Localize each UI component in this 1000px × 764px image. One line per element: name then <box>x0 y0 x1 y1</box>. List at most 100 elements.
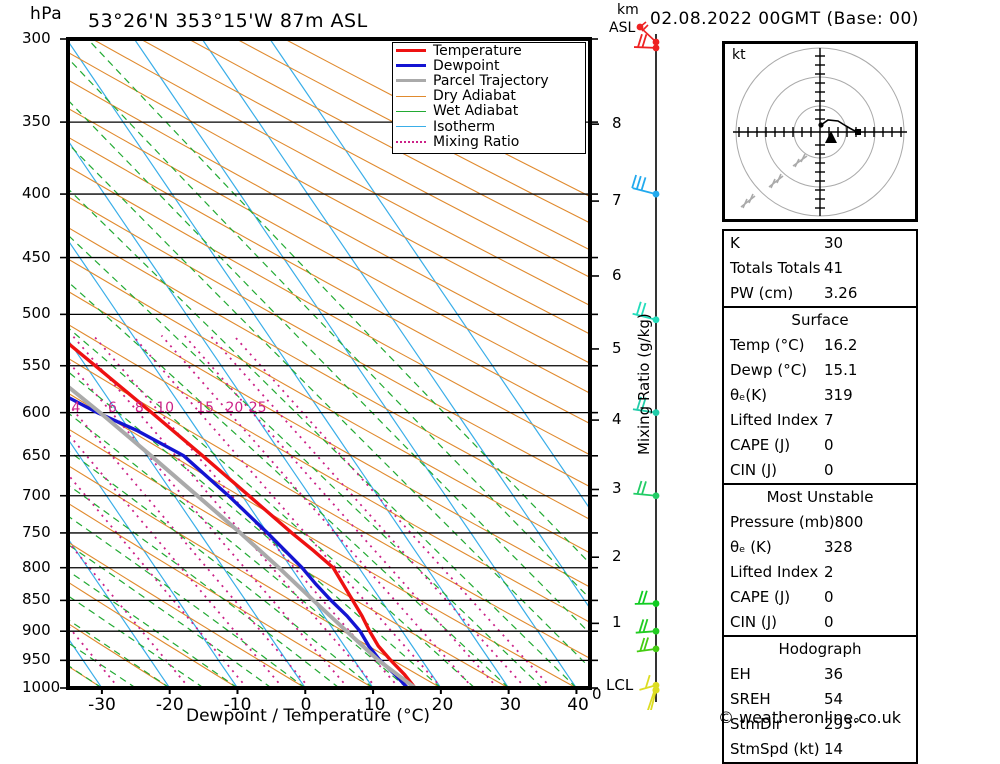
dry-adiabat-line <box>0 39 700 688</box>
table-row-key: Lifted Index <box>730 408 818 433</box>
dry-adiabat-line <box>0 39 373 688</box>
dry-adiabat-line <box>0 39 700 688</box>
legend-item-isotherm: Isotherm <box>393 119 585 134</box>
legend-label: Dewpoint <box>433 58 500 74</box>
legend-item-temperature: Temperature <box>393 43 585 58</box>
isotherm-line <box>0 39 102 688</box>
mixing-ratio-line <box>133 336 442 689</box>
temperature-tick-label: 40 <box>567 695 589 715</box>
table-row-key: CIN (J) <box>730 610 777 635</box>
table-row-value: 800 <box>835 510 910 535</box>
table-row-value: 0 <box>824 458 910 483</box>
sounding-series <box>0 39 415 688</box>
hodograph-point <box>818 122 823 127</box>
table-row: CAPE (J)0 <box>724 585 916 610</box>
legend-label: Parcel Trajectory <box>433 73 549 89</box>
table-row-value: 30 <box>824 231 910 256</box>
table-header: Surface <box>724 308 916 333</box>
mixing-ratio-line <box>46 336 348 689</box>
pressure-tick-label: 450 <box>22 248 51 266</box>
isotherm-line <box>0 39 373 688</box>
mixing-ratio-line <box>210 336 525 689</box>
hodograph-point <box>855 129 861 135</box>
wet-adiabat-line <box>0 39 102 688</box>
table-row-key: Lifted Index <box>730 560 818 585</box>
legend-swatch <box>396 79 426 82</box>
hodograph-unit-label: kt <box>732 47 746 63</box>
table-row: PW (cm) 3.26 <box>724 281 916 306</box>
table-row: θₑ (K)328 <box>724 535 916 560</box>
table-row-key: Temp (°C) <box>730 333 804 358</box>
mixing-ratio-value-label: 4 <box>72 400 81 416</box>
legend-item-dry-adiabat: Dry Adiabat <box>393 89 585 104</box>
table-row: CIN (J)0 <box>724 458 916 483</box>
pressure-tick-label: 600 <box>22 403 51 421</box>
height-tick-label: 5 <box>612 339 622 357</box>
pressure-tick-label: 950 <box>22 650 51 668</box>
mixing-ratio-value-label: 8 <box>135 400 144 416</box>
table-row-value: 3.26 <box>824 281 910 306</box>
legend-label: Mixing Ratio <box>433 134 519 150</box>
hodograph: kt <box>722 41 918 222</box>
table-row-key: EH <box>730 662 751 687</box>
height-zero-label: 0 <box>592 685 602 703</box>
table-row: CIN (J) 0 <box>724 610 916 635</box>
height-tick-label: 8 <box>612 114 622 132</box>
pressure-tick-label: 400 <box>22 184 51 202</box>
storm-motion-marker <box>825 131 837 143</box>
dry-adiabat-line <box>0 39 700 688</box>
table-row-key: θₑ(K) <box>730 383 767 408</box>
table-row: StmSpd (kt)14 <box>724 737 916 762</box>
pressure-tick-label: 300 <box>22 29 51 47</box>
table-row-key: Dewp (°C) <box>730 358 807 383</box>
pressure-tick-label: 750 <box>22 523 51 541</box>
table-row-key: Pressure (mb) <box>730 510 835 535</box>
mixing-ratio-value-label: 6 <box>108 400 117 416</box>
series-temperature <box>0 39 415 688</box>
pressure-tick-label: 350 <box>22 112 51 130</box>
table-row-value: 0 <box>824 610 910 635</box>
table-row-value: 0 <box>824 433 910 458</box>
temperature-tick-label: 20 <box>432 695 454 715</box>
table-row-key: CAPE (J) <box>730 433 790 458</box>
legend-item-mixing-ratio: Mixing Ratio <box>393 134 585 149</box>
mixing-ratio-line <box>162 336 473 689</box>
table-row-key: StmSpd (kt) <box>730 737 820 762</box>
chart-background-lines <box>0 39 700 688</box>
table-row: Dewp (°C)15.1 <box>724 358 916 383</box>
mixing-ratio-value-label: 10 <box>156 400 174 416</box>
table-row: Temp (°C)16.2 <box>724 333 916 358</box>
table-row-value: 319 <box>824 383 910 408</box>
height-tick-label: 2 <box>612 547 622 565</box>
mixing-ratio-line <box>234 336 552 689</box>
wind-barb <box>642 686 660 710</box>
lcl-label: LCL <box>606 676 633 694</box>
skewt-chart <box>0 0 700 710</box>
legend-label: Isotherm <box>433 119 495 135</box>
table-header: Most Unstable <box>724 485 916 510</box>
x-axis-title: Dewpoint / Temperature (°C) <box>186 706 430 726</box>
dry-adiabat-line <box>0 39 700 688</box>
height-tick-label: 7 <box>612 191 622 209</box>
legend-label: Temperature <box>433 43 522 59</box>
height-tick-label: 6 <box>612 266 622 284</box>
dry-adiabat-line <box>0 39 700 688</box>
mixing-ratio-value-label: 20 <box>226 400 244 416</box>
table-row-key: PW (cm) <box>730 281 793 306</box>
dry-adiabat-line <box>0 39 700 688</box>
legend-swatch <box>396 96 426 97</box>
hodograph-trace <box>821 120 858 132</box>
legend-item-dewpoint: Dewpoint <box>393 58 585 73</box>
pressure-tick-label: 900 <box>22 621 51 639</box>
table-row-value: 328 <box>824 535 910 560</box>
legend-swatch <box>396 126 426 127</box>
pressure-tick-label: 700 <box>22 486 51 504</box>
height-tick-label: 1 <box>612 613 622 631</box>
